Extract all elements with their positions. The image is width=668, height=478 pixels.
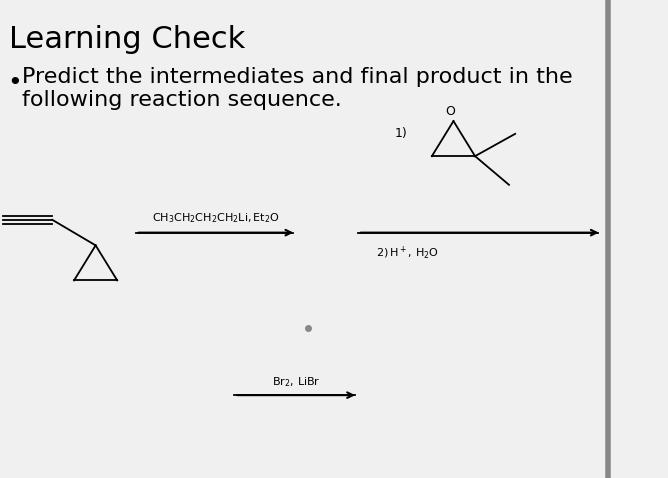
Text: Learning Check: Learning Check bbox=[9, 25, 246, 54]
Text: Predict the intermediates and final product in the
following reaction sequence.: Predict the intermediates and final prod… bbox=[21, 67, 572, 110]
Text: $\mathregular{Br_2,\,LiBr}$: $\mathregular{Br_2,\,LiBr}$ bbox=[272, 375, 321, 389]
Text: •: • bbox=[7, 71, 22, 96]
Text: 1): 1) bbox=[395, 127, 407, 141]
Text: $\mathregular{2)\,H^+,\,H_2O}$: $\mathregular{2)\,H^+,\,H_2O}$ bbox=[376, 244, 440, 261]
Text: $\mathregular{CH_3CH_2CH_2CH_2Li, Et_2O}$: $\mathregular{CH_3CH_2CH_2CH_2Li, Et_2O}… bbox=[152, 211, 280, 225]
Text: O: O bbox=[446, 105, 456, 118]
